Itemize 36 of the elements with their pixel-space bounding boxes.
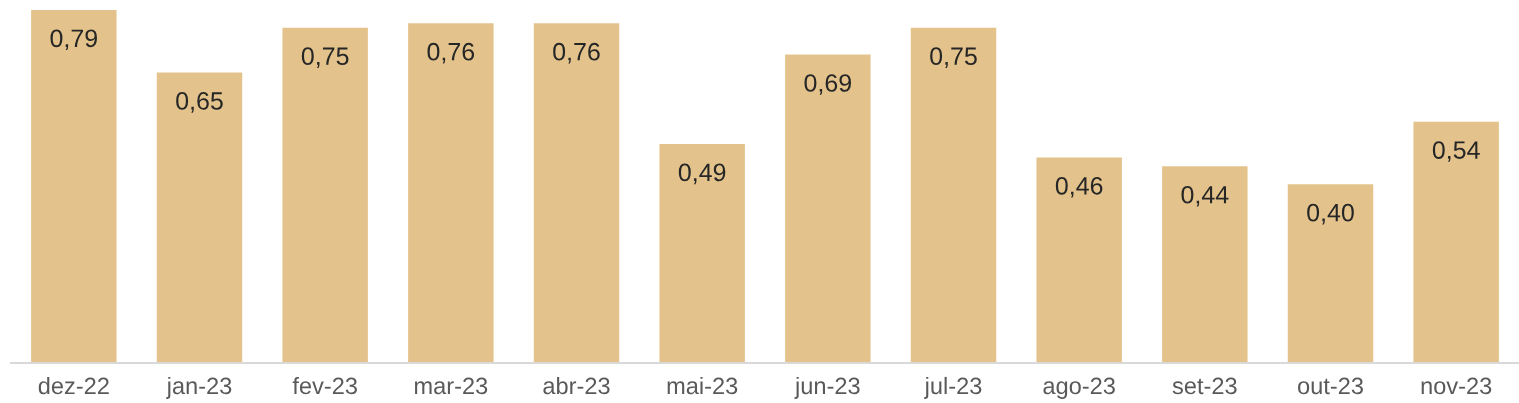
data-label: 0,40 — [1307, 203, 1354, 225]
data-label: 0,49 — [678, 163, 726, 185]
data-label: 0,76 — [553, 42, 600, 64]
x-tick-label: dez-22 — [38, 376, 109, 395]
data-label: 0,69 — [804, 74, 851, 95]
x-tick-label: out-23 — [1298, 377, 1363, 395]
data-label: 0,46 — [1055, 176, 1103, 198]
data-label: 0,76 — [427, 42, 475, 64]
bar — [910, 27, 997, 363]
data-label: 0,75 — [301, 47, 349, 68]
x-tick-label: ago-23 — [1043, 377, 1115, 399]
bar — [1413, 121, 1499, 363]
bar — [659, 143, 745, 363]
bar — [533, 23, 620, 363]
x-tick-label: jun-23 — [794, 376, 860, 399]
x-tick-label: nov-23 — [1421, 377, 1492, 395]
x-tick-label: mai-23 — [667, 376, 738, 395]
bar — [785, 54, 871, 363]
x-tick-label: set-23 — [1172, 377, 1237, 395]
data-label: 0,75 — [930, 47, 977, 68]
bar — [156, 72, 243, 363]
bar — [31, 9, 117, 363]
x-tick-label: mar-23 — [415, 377, 488, 395]
bar — [1162, 166, 1248, 363]
data-label: 0,65 — [176, 92, 223, 113]
x-tick-label: jan-23 — [166, 376, 232, 399]
x-tick-label: jul-23 — [924, 376, 982, 399]
bar — [1036, 157, 1122, 363]
data-label: 0,44 — [1181, 185, 1229, 207]
bar — [282, 27, 368, 363]
x-tick-label: fev-23 — [292, 376, 357, 395]
bar — [1287, 184, 1374, 363]
data-label: 0,54 — [1432, 141, 1480, 162]
bar — [408, 23, 494, 363]
data-label: 0,79 — [50, 29, 97, 51]
x-tick-label: abr-23 — [543, 376, 610, 395]
